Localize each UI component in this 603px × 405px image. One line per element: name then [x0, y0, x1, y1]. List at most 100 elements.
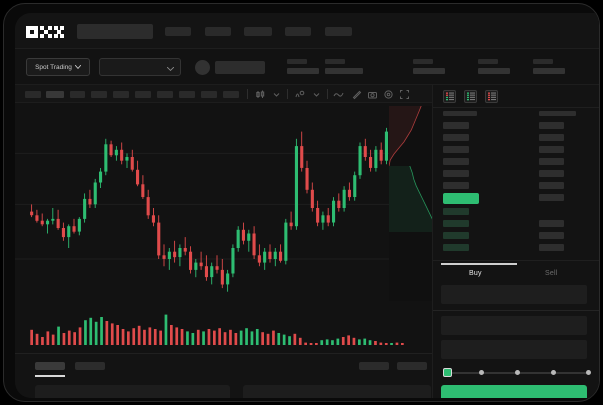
nav-item-3[interactable] — [285, 27, 311, 36]
orderbook-divider — [433, 107, 599, 108]
interval-button-6[interactable] — [157, 91, 173, 98]
ticker-stat-value — [287, 68, 319, 74]
orderbook-bid-price — [443, 208, 469, 215]
orderbook-view-modes — [443, 90, 498, 103]
orders-panel — [15, 353, 432, 398]
chart-toolbar — [15, 85, 432, 103]
slider-stop-25[interactable] — [479, 370, 484, 376]
camera-icon[interactable] — [367, 89, 378, 100]
orders-tab-1[interactable] — [75, 362, 105, 370]
orderbook-asks-only-icon[interactable] — [485, 90, 498, 103]
ticker-stat-label — [413, 59, 433, 64]
pair-select-dropdown[interactable] — [99, 58, 181, 76]
ticker-stat-3 — [478, 59, 510, 74]
amount-slider[interactable] — [443, 368, 593, 378]
orderbook-ask-amount — [539, 170, 564, 177]
pair-name-label — [215, 61, 265, 74]
interval-button-9[interactable] — [223, 91, 239, 98]
order-side-panel: Buy Sell — [432, 85, 599, 398]
nav-item-4[interactable] — [325, 27, 352, 36]
orderbook-ask-price — [443, 146, 469, 153]
pencil-icon[interactable] — [351, 89, 362, 100]
slider-handle[interactable] — [443, 368, 452, 377]
toolbar-divider — [327, 89, 328, 99]
app-screen: Spot Trading — [15, 13, 599, 398]
orderbook-ask-amount — [539, 146, 564, 153]
slider-stop-100[interactable] — [586, 370, 591, 376]
tab-sell[interactable]: Sell — [545, 270, 558, 277]
ticker-stat-label — [478, 59, 498, 64]
ticker-stat-4 — [533, 59, 565, 74]
nav-item-2[interactable] — [244, 27, 272, 36]
amount-field[interactable] — [441, 316, 587, 335]
total-field[interactable] — [441, 340, 587, 359]
submit-buy-button[interactable] — [441, 385, 587, 398]
interval-button-5[interactable] — [135, 91, 151, 98]
orderbook-bottom-divider — [433, 260, 599, 261]
orderbook-header-price — [443, 111, 477, 116]
orderbook-last-price — [443, 193, 479, 204]
ticker-stat-value — [533, 68, 565, 74]
orderbook-ask-price — [443, 134, 469, 141]
order-book[interactable] — [433, 108, 599, 260]
price-chart-panel[interactable] — [15, 103, 441, 353]
orders-action-0[interactable] — [359, 362, 389, 370]
orderbook-bid-amount — [539, 232, 564, 239]
price-field[interactable] — [441, 285, 587, 304]
orders-card-0[interactable] — [35, 385, 230, 398]
settings-icon[interactable] — [383, 89, 394, 100]
slider-stop-50[interactable] — [515, 370, 520, 376]
spot-trading-label: Spot Trading — [35, 63, 72, 71]
indicator-icon[interactable] — [294, 89, 305, 100]
order-form-tabs: Buy Sell — [433, 263, 599, 285]
orderbook-ask-amount — [539, 134, 564, 141]
ticker-stat-0 — [287, 59, 319, 74]
orderbook-both-icon[interactable] — [443, 90, 456, 103]
orders-tab-0[interactable] — [35, 362, 65, 370]
line-chart-icon[interactable] — [333, 89, 344, 100]
orderbook-bid-price — [443, 244, 469, 251]
chevron-down-icon — [74, 64, 82, 71]
nav-item-1[interactable] — [205, 27, 231, 36]
interval-button-3[interactable] — [91, 91, 107, 98]
ticker-stat-label — [533, 59, 553, 64]
candlestick-icon[interactable] — [255, 89, 266, 100]
toolbar-divider — [247, 89, 248, 99]
orderbook-ask-amount — [539, 158, 564, 165]
ticker-stat-label — [287, 59, 307, 64]
interval-button-1[interactable] — [46, 91, 64, 98]
orderbook-bids-only-icon[interactable] — [464, 90, 477, 103]
search-input[interactable] — [77, 24, 153, 39]
orderbook-ask-amount — [539, 122, 564, 129]
interval-button-4[interactable] — [113, 91, 129, 98]
pair-avatar — [195, 60, 210, 75]
candlestick-chart — [15, 124, 432, 292]
interval-button-0[interactable] — [25, 91, 41, 98]
orderbook-ask-price — [443, 182, 469, 189]
interval-button-7[interactable] — [179, 91, 195, 98]
orderbook-ask-amount — [539, 182, 564, 189]
order-form-divider — [433, 310, 599, 311]
orderbook-ask-price — [443, 122, 469, 129]
orders-action-1[interactable] — [397, 362, 427, 370]
order-form-tab-underline — [441, 263, 517, 265]
chevron-down-icon — [166, 58, 175, 76]
app-header — [15, 13, 599, 49]
chevron-down-icon[interactable] — [311, 89, 322, 100]
ticker-stat-label — [325, 59, 345, 64]
slider-stop-75[interactable] — [551, 370, 556, 376]
orders-card-1[interactable] — [243, 385, 431, 398]
chevron-down-icon[interactable] — [271, 89, 282, 100]
orderbook-header-amount — [539, 111, 576, 116]
fullscreen-icon[interactable] — [399, 89, 410, 100]
orderbook-bid-price — [443, 232, 469, 239]
ticker-stat-value — [478, 68, 510, 74]
interval-button-8[interactable] — [201, 91, 217, 98]
spot-trading-dropdown[interactable]: Spot Trading — [26, 58, 90, 76]
interval-button-2[interactable] — [70, 91, 85, 98]
toolbar-divider — [287, 89, 288, 99]
okx-logo-icon[interactable] — [26, 26, 64, 38]
tab-buy[interactable]: Buy — [469, 270, 482, 277]
nav-item-0[interactable] — [165, 27, 191, 36]
